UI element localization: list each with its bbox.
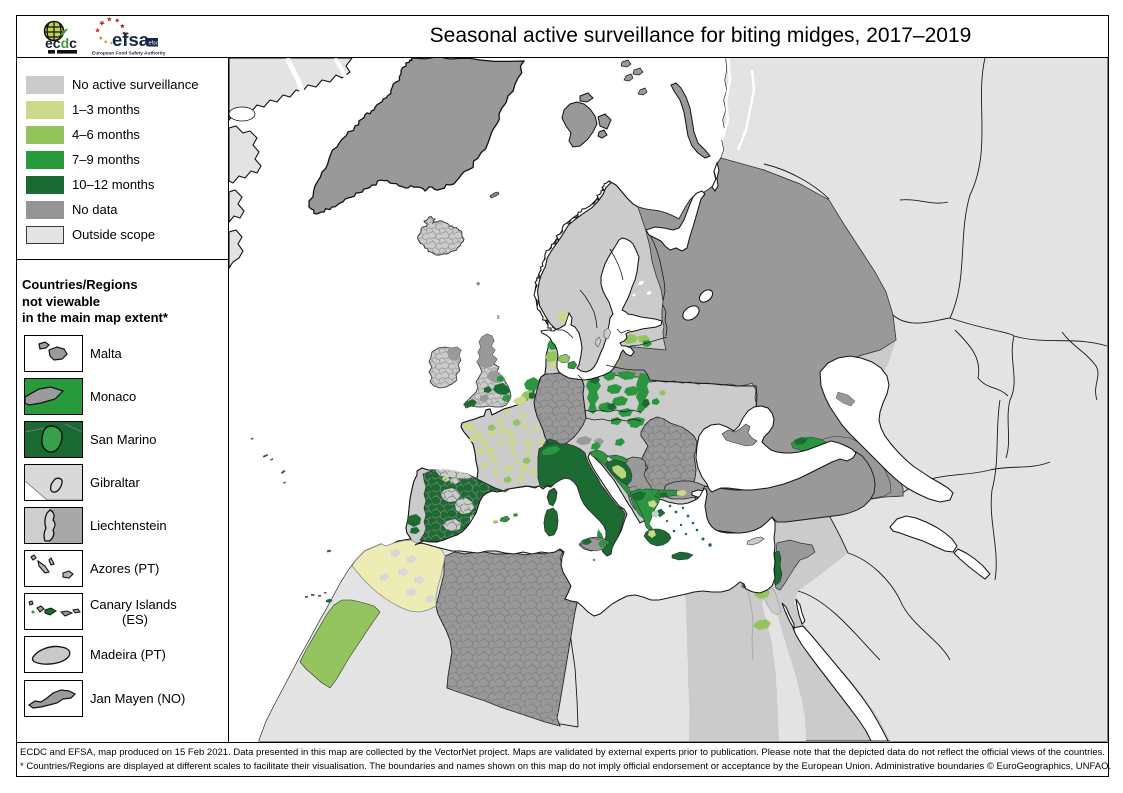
svg-text:ecdc: ecdc: [45, 35, 77, 51]
svg-text:efsa: efsa: [149, 41, 160, 47]
svg-text:European Food Safety Authority: European Food Safety Authority: [92, 51, 166, 57]
svg-text:efsa: efsa: [112, 29, 150, 50]
